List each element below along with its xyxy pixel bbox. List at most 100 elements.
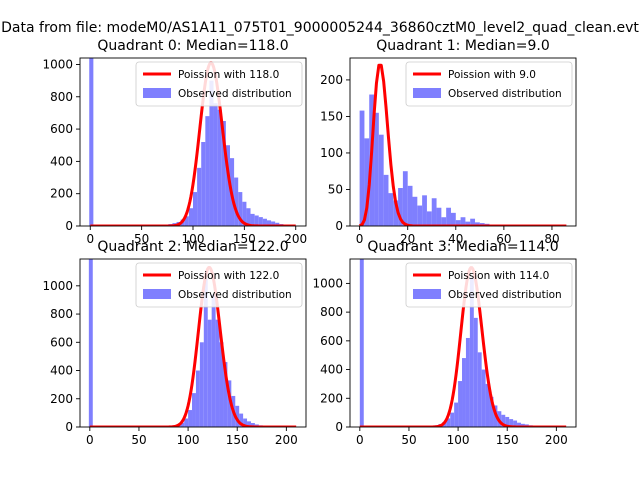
y-tick-label: 1000 [312,276,343,290]
x-tick-label: 200 [284,232,307,246]
histogram-bar [184,418,189,427]
histogram-bar [197,167,202,226]
histogram-bar [431,198,437,226]
x-tick-label: 20 [400,232,415,246]
subplot-quadrant-1: 0 20 40 60 80 0 50 100 150 200 Quadrant 1: Median=… [320,38,577,246]
x-tick-label: 200 [275,433,298,447]
histogram-bars [88,259,271,427]
histogram-bar [250,213,255,226]
histogram-bar [509,419,514,427]
x-tick-label: 200 [545,433,568,447]
legend: Poission with 118.0 Observed distribution [135,61,303,107]
axes-frame [349,258,577,428]
subplot-title: Quadrant 3: Median=114.0 [367,239,558,255]
histogram-bar [501,414,506,427]
histogram-bar [188,410,193,427]
subplot-title: Quadrant 0: Median=118.0 [97,38,288,54]
legend-frame [135,61,303,107]
histogram-bar [207,319,212,427]
histogram-bar [227,380,232,427]
histogram-bar [238,192,243,226]
x-tick-label: 0 [86,232,94,246]
axes-frame [79,258,307,428]
histogram-bar [441,217,447,226]
histogram-bar [450,212,456,226]
histogram-bar [225,145,230,226]
y-tick-label: 400 [50,364,73,378]
legend-hist-swatch [143,289,171,299]
histogram-bar [520,423,525,427]
subplot-quadrant-2: 0 50 100 150 200 0 200 400 600 800 1000 Quadrant 2:… [42,239,307,447]
histogram-bar [378,134,384,226]
histogram-bar [359,110,365,226]
histogram-bar [436,207,442,226]
histogram-bar [213,103,218,226]
histogram-bar [188,208,193,226]
y-tick-label: 1000 [42,57,73,71]
histogram-bar [460,217,466,226]
histogram-bar [221,121,226,226]
legend-hist-swatch [413,88,441,98]
histogram-bar [271,221,276,226]
histogram-bar [402,171,408,226]
y-tick-label: 200 [320,391,343,405]
histogram-bar [217,109,222,226]
histogram-bar [470,218,476,226]
y-tick-label: 800 [50,307,73,321]
histogram-bar [473,317,478,427]
histogram-bar [247,421,251,427]
y-tick-label: 600 [50,335,73,349]
histogram-bar [393,200,399,226]
legend-hist-swatch [143,88,171,98]
histogram-bar [412,196,418,226]
histogram-bar [246,208,251,226]
histogram-bar [359,259,364,427]
histogram-bar [505,416,510,427]
legend-line-label: Poission with 114.0 [448,270,549,282]
y-tick-label: 800 [320,305,343,319]
subplot-quadrant-0: 0 50 100 150 200 0 200 400 600 800 1000 Quadrant 0:… [42,38,307,246]
legend-line-label: Poission with 122.0 [178,270,279,282]
histogram-bar [455,220,461,226]
histogram-bar [485,383,490,427]
histogram-bar [489,396,494,427]
histogram-bar [199,342,204,427]
y-tick-label: 0 [65,219,73,233]
histogram-bar [201,142,206,226]
histogram-bar [88,259,93,427]
histogram-bar [446,418,451,427]
subplot-title: Quadrant 2: Median=122.0 [97,239,288,255]
legend-hist-label: Observed distribution [178,88,292,100]
y-tick-label: 200 [320,73,343,87]
legend-line-label: Poission with 118.0 [178,69,279,81]
histogram-bar [243,418,248,427]
y-tick-label: 150 [320,109,343,123]
axes-frame [349,57,577,227]
histogram-bar [262,218,267,226]
legend-line-label: Poission with 9.0 [448,69,536,81]
x-tick-label: 100 [182,232,205,246]
legend: Poission with 114.0 Observed distribution [405,262,573,308]
histogram-bar [250,423,255,427]
histogram-bar [211,294,216,427]
x-tick-label: 80 [544,232,559,246]
histogram-bar [458,381,463,427]
x-tick-label: 0 [86,433,94,447]
x-tick-label: 150 [496,433,519,447]
legend-frame [405,61,573,107]
y-tick-label: 0 [65,420,73,434]
histogram-bar [388,193,394,226]
poisson-fit-line [359,266,567,427]
y-tick-label: 400 [50,154,73,168]
x-tick-label: 0 [356,232,364,246]
figure-title: Data from file: modeM0/AS1A11_075T01_900… [1,20,639,36]
x-tick-label: 150 [226,433,249,447]
y-tick-label: 200 [50,187,73,201]
histogram-bar [89,58,94,226]
y-tick-label: 0 [335,219,343,233]
histogram-bar [475,222,480,226]
x-tick-label: 150 [233,232,256,246]
histogram-bar [465,337,470,427]
